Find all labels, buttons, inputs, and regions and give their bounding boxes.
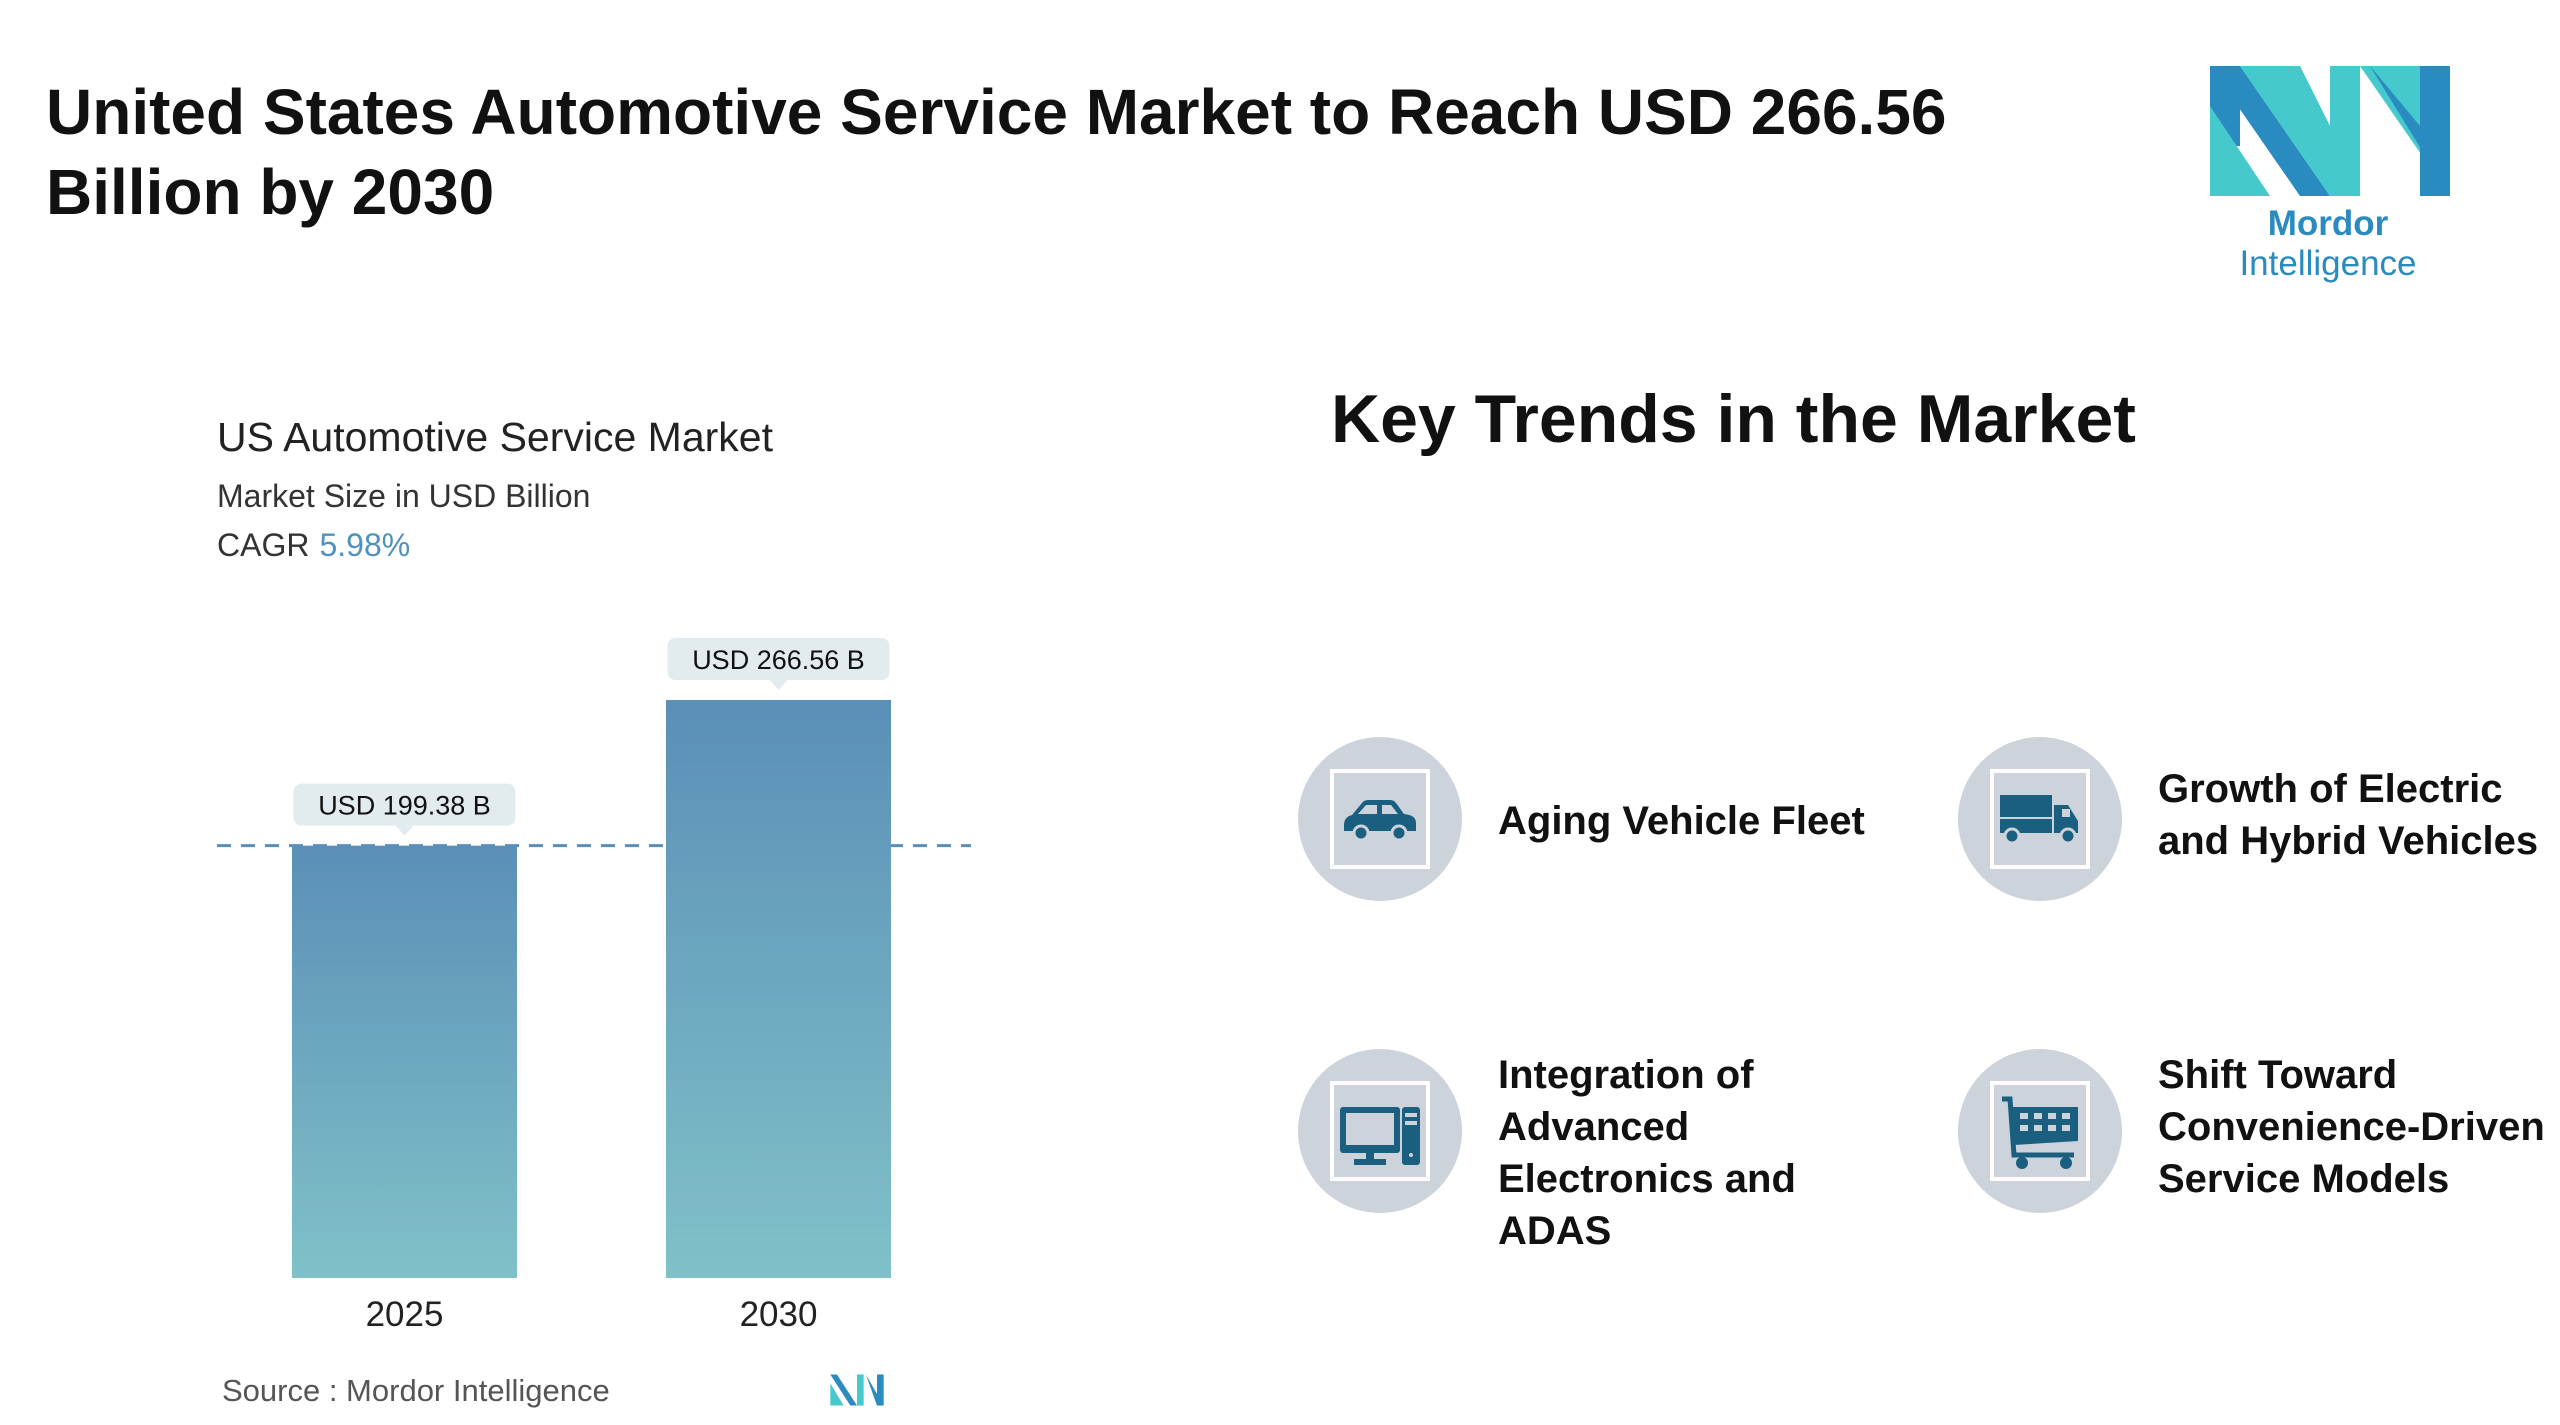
data-label-box (293, 783, 516, 826)
bar-chart: USD 199.38 B 2025 USD 266.56 B 2030 (217, 638, 971, 1334)
page-title: United States Automotive Service Market … (46, 76, 1947, 228)
trend-label: Integration of Advanced Electronics and … (1498, 1053, 1796, 1253)
mordor-intelligence-logo (2210, 66, 2450, 196)
trend-label: Growth of Electric and Hybrid Vehicles (2158, 767, 2539, 863)
bar-2030 (666, 700, 891, 1278)
computer-icon (1340, 1107, 1420, 1165)
data-label-pointer (769, 680, 788, 690)
cagr-label: CAGR (217, 527, 310, 563)
data-label-pointer (395, 825, 414, 836)
chart-subtitle: Market Size in USD Billion (217, 478, 591, 514)
logo-text: Mordor Intelligence (2239, 204, 2417, 283)
icon-circle (1298, 737, 1462, 901)
trend-label: Shift Toward Convenience-Driven Service … (2158, 1053, 2545, 1201)
icon-circle (1298, 1049, 1462, 1213)
cart-icon (2002, 1096, 2078, 1169)
key-trends-title: Key Trends in the Market (1331, 381, 2136, 457)
car-icon (1344, 800, 1416, 842)
trend-label: Aging Vehicle Fleet (1498, 799, 1865, 843)
data-label: USD 266.56 B (692, 645, 865, 675)
chart-title: US Automotive Service Market (217, 414, 773, 460)
cagr-value: 5.98% (319, 527, 411, 563)
source-note: Source : Mordor Intelligence (222, 1373, 610, 1408)
x-tick-label: 2025 (366, 1295, 444, 1334)
truck-icon (2000, 795, 2078, 845)
data-label: USD 199.38 B (318, 791, 491, 821)
data-label-box (667, 638, 890, 680)
cagr: CAGR 5.98% (217, 527, 410, 564)
mini-logo-icon (830, 1374, 884, 1406)
icon-circle (1958, 1049, 2122, 1213)
x-tick-label: 2030 (740, 1295, 818, 1334)
icon-circle (1958, 737, 2122, 901)
bar-2025 (292, 845, 517, 1278)
